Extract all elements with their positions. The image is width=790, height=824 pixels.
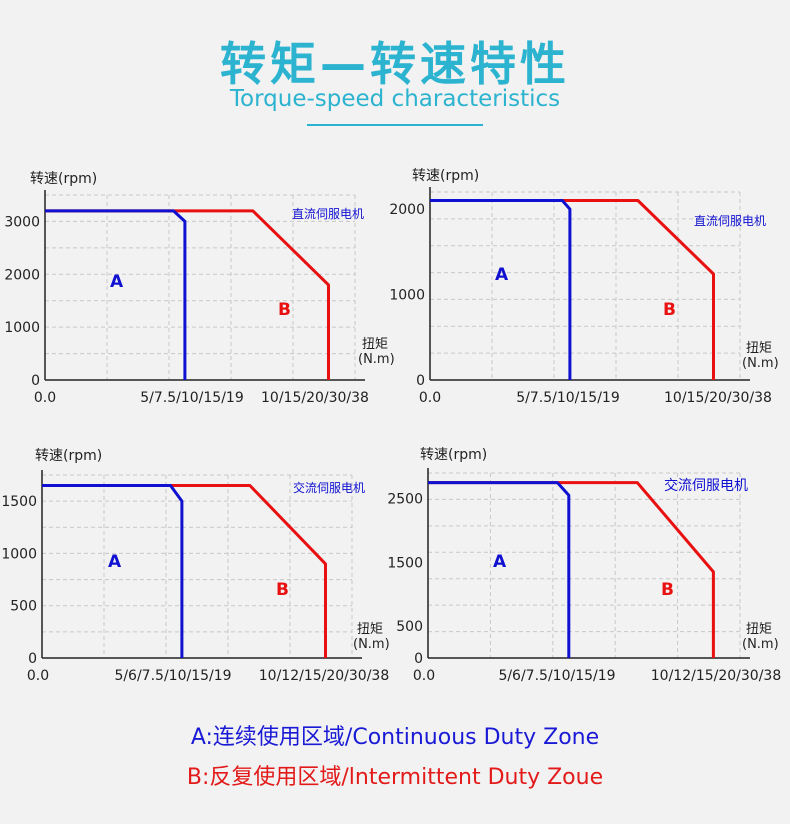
y-tick-label: 0: [31, 373, 40, 389]
motor-type-label: 直流伺服电机: [694, 214, 766, 228]
motor-type-label: 交流伺服电机: [664, 477, 748, 494]
x-axis-unit: (N.m): [358, 352, 395, 367]
x-axis-label: 扭矩: [362, 337, 388, 352]
page-subtitle: Torque-speed characteristics: [229, 86, 561, 112]
intermittent-duty-curve: [45, 209, 330, 380]
y-axis-label: 转速(rpm): [30, 171, 97, 187]
zone-a-label: A: [495, 265, 509, 285]
y-tick-label: 1000: [1, 546, 37, 562]
x-axis-label: 扭矩: [746, 622, 772, 637]
legend-intermittent-zone: B:反复使用区域/lntermittent Duty Zoue: [186, 765, 604, 790]
y-tick-label: 0: [414, 651, 423, 667]
x-tick-label: 10/15/20/30/38: [664, 390, 772, 406]
zone-a-label: A: [110, 272, 124, 292]
x-axis-unit: (N.m): [353, 637, 390, 652]
x-tick-label: 5/7.5/10/15/19: [140, 390, 243, 406]
y-tick-label: 500: [396, 619, 423, 635]
x-tick-label: 5/6/7.5/10/15/19: [498, 668, 615, 684]
y-tick-label: 1000: [389, 288, 425, 304]
continuous-duty-curve: [45, 209, 187, 380]
x-tick-label: 0.0: [419, 390, 441, 406]
zone-a-label: A: [108, 552, 122, 572]
y-tick-label: 0: [28, 651, 37, 667]
y-axis-label: 转速(rpm): [412, 168, 479, 184]
x-tick-label: 10/15/20/30/38: [261, 390, 369, 406]
y-tick-label: 1000: [4, 320, 40, 336]
y-tick-label: 0: [416, 373, 425, 389]
y-tick-label: 500: [10, 599, 37, 615]
y-axis-label: 转速(rpm): [420, 447, 487, 463]
x-axis-unit: (N.m): [742, 356, 779, 371]
x-tick-label: 5/7.5/10/15/19: [516, 390, 619, 406]
x-axis-label: 扭矩: [746, 341, 772, 356]
x-tick-label: 5/6/7.5/10/15/19: [114, 668, 231, 684]
zone-b-label: B: [276, 580, 289, 600]
motor-type-label: 交流伺服电机: [293, 480, 365, 495]
x-axis-label: 扭矩: [357, 622, 383, 637]
y-tick-label: 2000: [389, 202, 425, 218]
y-tick-label: 1500: [1, 494, 37, 510]
x-tick-label: 0.0: [34, 390, 56, 406]
x-tick-label: 0.0: [27, 668, 49, 684]
x-axis-unit: (N.m): [742, 637, 779, 652]
y-tick-label: 2000: [4, 267, 40, 283]
continuous-duty-curve: [430, 199, 572, 380]
x-tick-label: 10/12/15/20/30/38: [259, 668, 389, 684]
x-tick-label: 10/12/15/20/30/38: [651, 668, 781, 684]
y-tick-label: 2500: [387, 492, 423, 508]
y-axis-label: 转速(rpm): [35, 448, 102, 464]
continuous-duty-curve: [42, 484, 184, 658]
legend-continuous-zone: A:连续使用区域/Continuous Duty Zone: [190, 725, 600, 750]
page-title: 转矩—转速特性: [220, 37, 570, 91]
title-divider: [307, 124, 483, 126]
y-tick-label: 3000: [4, 214, 40, 230]
continuous-duty-curve: [428, 481, 571, 658]
y-tick-label: 1500: [387, 555, 423, 571]
zone-a-label: A: [493, 552, 507, 572]
motor-type-label: 直流伺服电机: [292, 207, 364, 221]
zone-b-label: B: [663, 300, 676, 320]
x-tick-label: 0.0: [413, 668, 435, 684]
zone-b-label: B: [661, 580, 674, 600]
zone-b-label: B: [278, 300, 291, 320]
